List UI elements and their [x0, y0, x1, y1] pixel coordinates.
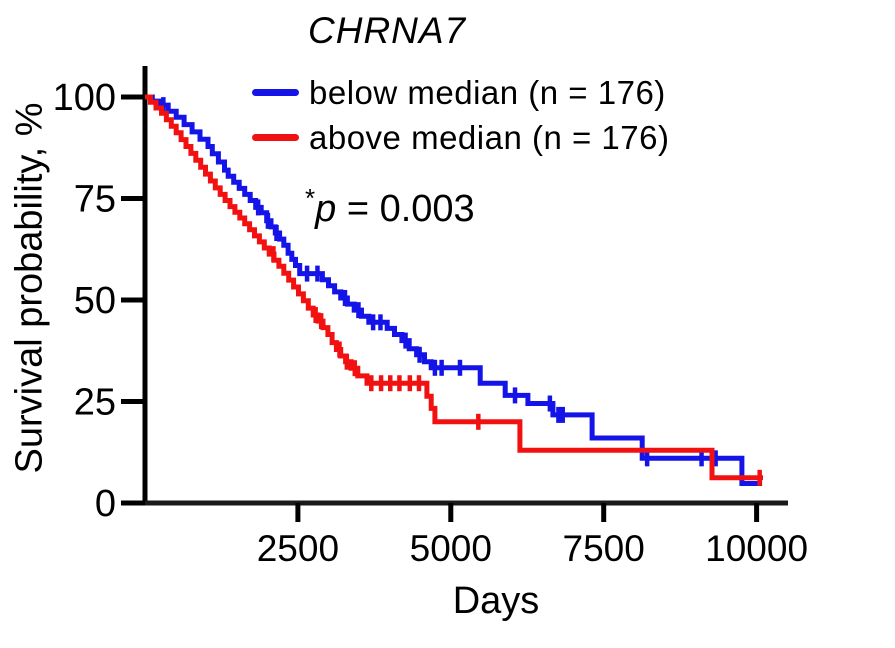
p-value-star: *	[305, 183, 316, 213]
y-tick-label: 100	[53, 77, 116, 119]
legend-label-below-median: below median (n = 176)	[309, 73, 666, 111]
x-axis-title: Days	[452, 580, 540, 622]
survival-curve-below-median	[145, 94, 763, 486]
y-axis-title: Survival probability, %	[8, 102, 51, 474]
p-value-variable: p	[315, 188, 337, 230]
x-tick-label: 5000	[410, 528, 492, 569]
chart-title: CHRNA7	[308, 10, 467, 51]
legend-swatch-above-median	[252, 134, 299, 141]
legend: below median (n = 176) above median (n =…	[252, 70, 669, 160]
legend-label-above-median: above median (n = 176)	[309, 118, 670, 156]
legend-item-above-median: above median (n = 176)	[252, 115, 669, 160]
y-tick-label: 25	[74, 382, 116, 424]
p-value-annotation: *p = 0.003	[305, 183, 475, 231]
legend-swatch-below-median	[252, 89, 299, 96]
y-tick-label: 75	[74, 179, 116, 221]
legend-item-below-median: below median (n = 176)	[252, 70, 669, 115]
x-tick-label: 10000	[705, 528, 808, 569]
x-tick-label: 2500	[257, 528, 339, 569]
p-value-text: = 0.003	[336, 188, 475, 230]
y-tick-label: 0	[95, 483, 116, 525]
y-tick-label: 50	[74, 280, 116, 322]
x-tick-label: 7500	[563, 528, 645, 569]
